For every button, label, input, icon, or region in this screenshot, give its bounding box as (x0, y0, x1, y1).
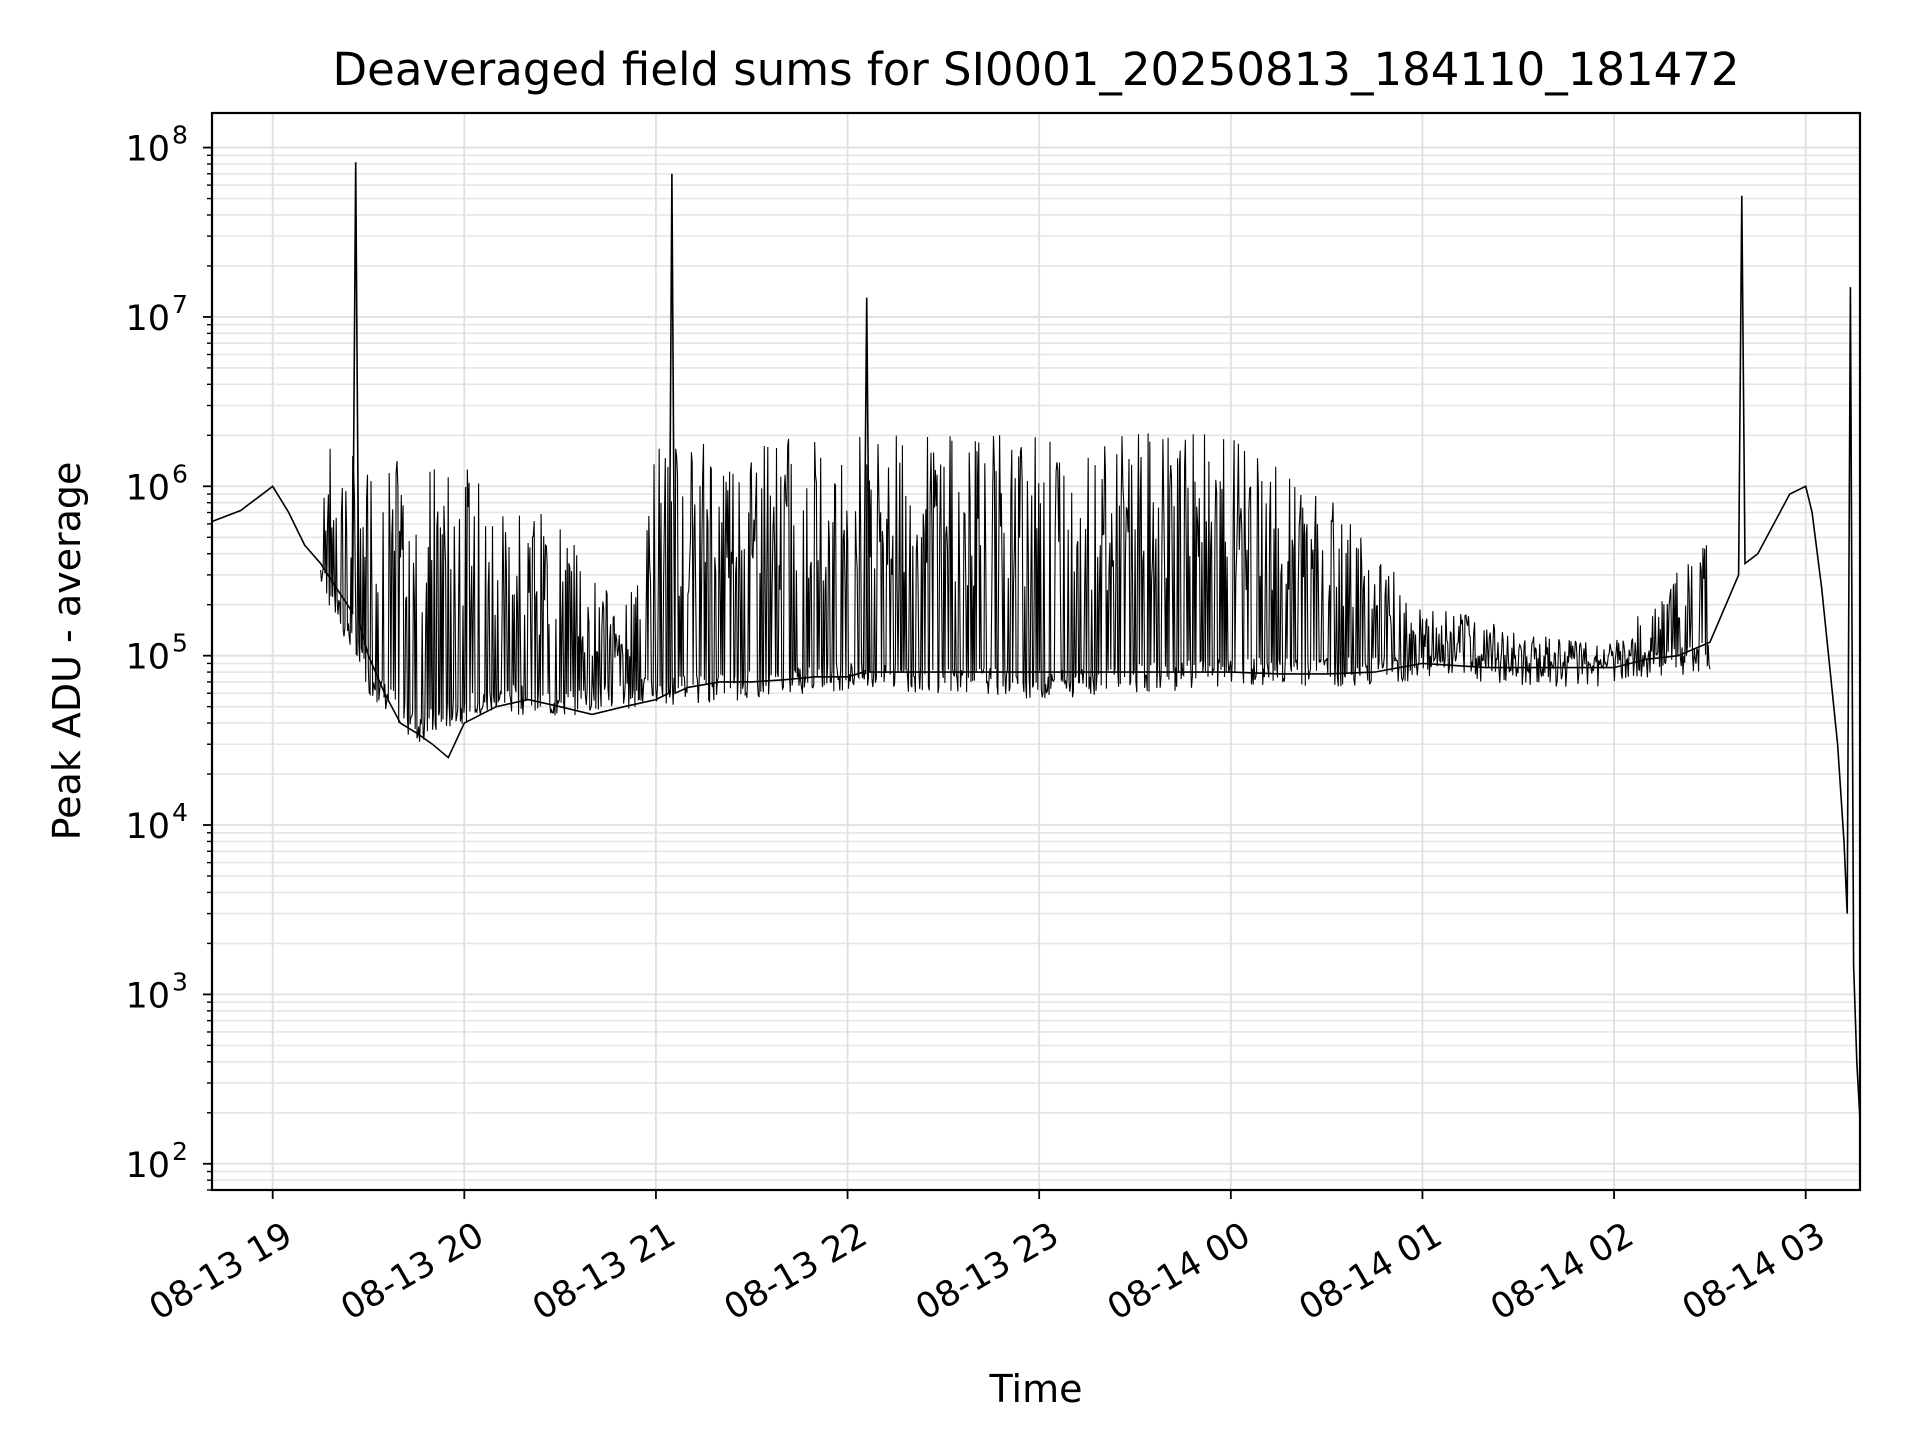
data-band-path (320, 433, 1711, 742)
chart-title: Deaveraged field sums for SI0001_2025081… (332, 43, 1739, 96)
y-axis-label: Peak ADU - average (45, 462, 89, 841)
y-tick-label: 10 (125, 976, 170, 1016)
y-tick-exponent: 6 (172, 459, 188, 488)
plot-frame (210, 111, 1862, 1192)
y-tick-label: 10 (125, 1146, 170, 1186)
data-series-layer (211, 162, 1861, 1121)
y-tick-label: 10 (125, 130, 170, 170)
y-tick-label: 10 (125, 638, 170, 678)
y-tick-exponent: 5 (172, 629, 188, 658)
grid-layer (212, 113, 1860, 1191)
y-tick-exponent: 4 (172, 798, 188, 827)
y-tick-exponent: 7 (172, 290, 188, 319)
y-tick-exponent: 3 (172, 967, 188, 996)
y-tick-exponent: 8 (172, 121, 188, 150)
series-line (211, 162, 1861, 1121)
y-tick-label: 10 (125, 468, 170, 508)
y-tick-exponent: 2 (172, 1137, 188, 1166)
y-tick-label: 10 (125, 299, 170, 339)
y-tick-label: 10 (125, 807, 170, 847)
x-axis-label: Time (989, 1367, 1083, 1411)
data-band (320, 433, 1711, 742)
